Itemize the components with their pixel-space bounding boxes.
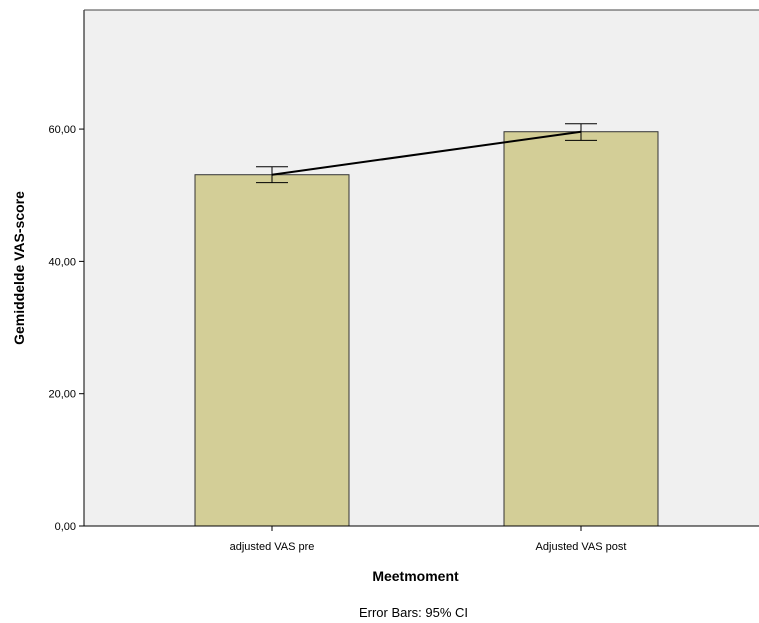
y-tick-label: 0,00 [55,521,76,533]
error-bar-2 [565,123,597,141]
y-tick-label: 60,00 [48,124,76,136]
means-connecting-line [271,130,582,176]
x-tick-label: Adjusted VAS post [536,541,627,553]
bar-1 [194,174,350,527]
y-tick-label: 40,00 [48,256,76,268]
y-axis-title: Gemiddelde VAS-score [11,191,27,345]
y-tick-label: 20,00 [48,389,76,401]
x-tick-label: adjusted VAS pre [230,541,315,553]
x-axis-title: Meetmoment [372,568,459,584]
bar-2 [503,131,659,527]
error-bar-1 [256,166,288,184]
error-bars-footnote: Error Bars: 95% CI [359,605,468,620]
